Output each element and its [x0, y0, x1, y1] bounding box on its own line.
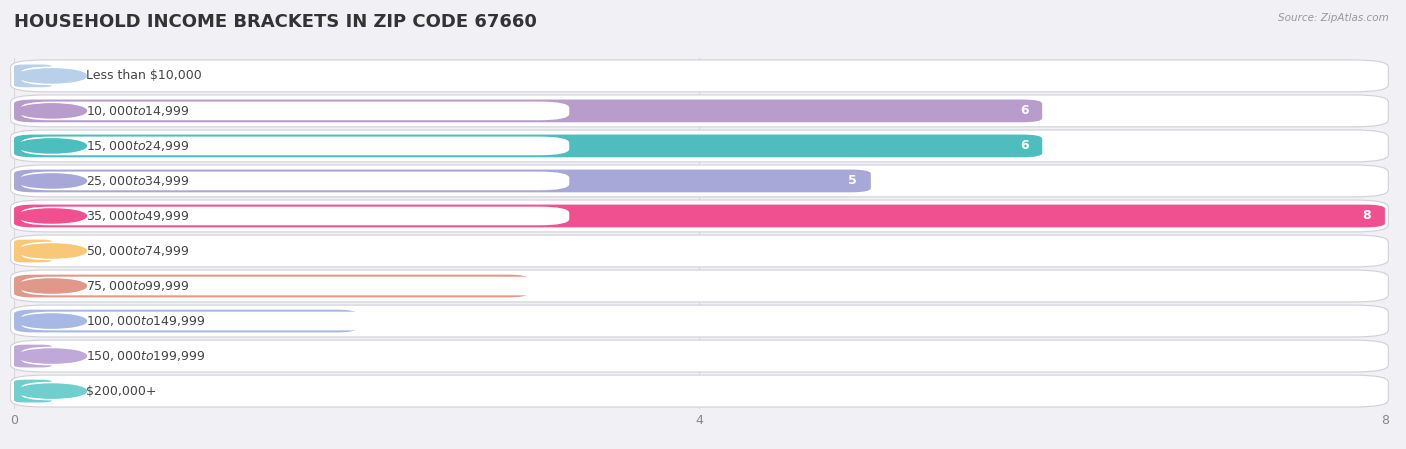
FancyBboxPatch shape	[21, 101, 569, 120]
FancyBboxPatch shape	[14, 275, 529, 297]
Circle shape	[17, 174, 86, 188]
Text: 8: 8	[1362, 210, 1371, 222]
FancyBboxPatch shape	[14, 205, 1385, 227]
Text: 5: 5	[848, 175, 858, 187]
FancyBboxPatch shape	[14, 65, 52, 87]
Circle shape	[17, 349, 86, 363]
FancyBboxPatch shape	[11, 340, 1388, 372]
Text: 0: 0	[72, 245, 80, 257]
Text: HOUSEHOLD INCOME BRACKETS IN ZIP CODE 67660: HOUSEHOLD INCOME BRACKETS IN ZIP CODE 67…	[14, 13, 537, 31]
Text: $100,000 to $149,999: $100,000 to $149,999	[86, 314, 205, 328]
Text: 0: 0	[72, 385, 80, 397]
FancyBboxPatch shape	[11, 60, 1388, 92]
Text: 0: 0	[72, 70, 80, 82]
Circle shape	[17, 244, 86, 258]
Text: $200,000+: $200,000+	[86, 385, 156, 397]
Text: 6: 6	[1019, 140, 1029, 152]
FancyBboxPatch shape	[21, 242, 569, 260]
FancyBboxPatch shape	[11, 235, 1388, 267]
Text: $15,000 to $24,999: $15,000 to $24,999	[86, 139, 190, 153]
Text: $10,000 to $14,999: $10,000 to $14,999	[86, 104, 190, 118]
FancyBboxPatch shape	[14, 380, 52, 402]
Circle shape	[17, 314, 86, 328]
FancyBboxPatch shape	[14, 310, 357, 332]
FancyBboxPatch shape	[14, 345, 52, 367]
FancyBboxPatch shape	[11, 165, 1388, 197]
FancyBboxPatch shape	[21, 66, 569, 85]
FancyBboxPatch shape	[21, 207, 569, 225]
FancyBboxPatch shape	[14, 135, 1042, 157]
FancyBboxPatch shape	[14, 100, 1042, 122]
Text: $35,000 to $49,999: $35,000 to $49,999	[86, 209, 190, 223]
FancyBboxPatch shape	[14, 170, 870, 192]
Text: $150,000 to $199,999: $150,000 to $199,999	[86, 349, 205, 363]
FancyBboxPatch shape	[21, 136, 569, 155]
Text: 2: 2	[335, 315, 343, 327]
FancyBboxPatch shape	[21, 347, 569, 365]
FancyBboxPatch shape	[11, 95, 1388, 127]
FancyBboxPatch shape	[11, 130, 1388, 162]
Circle shape	[17, 139, 86, 153]
Text: 3: 3	[506, 280, 515, 292]
FancyBboxPatch shape	[11, 305, 1388, 337]
Text: 0: 0	[72, 350, 80, 362]
Text: 6: 6	[1019, 105, 1029, 117]
Circle shape	[17, 104, 86, 118]
Circle shape	[17, 384, 86, 398]
Text: $75,000 to $99,999: $75,000 to $99,999	[86, 279, 190, 293]
Text: $50,000 to $74,999: $50,000 to $74,999	[86, 244, 190, 258]
Circle shape	[17, 279, 86, 293]
Text: Less than $10,000: Less than $10,000	[86, 70, 202, 82]
FancyBboxPatch shape	[21, 172, 569, 190]
FancyBboxPatch shape	[14, 240, 52, 262]
FancyBboxPatch shape	[11, 375, 1388, 407]
FancyBboxPatch shape	[21, 277, 569, 295]
Text: $25,000 to $34,999: $25,000 to $34,999	[86, 174, 190, 188]
Circle shape	[17, 69, 86, 83]
FancyBboxPatch shape	[11, 270, 1388, 302]
FancyBboxPatch shape	[21, 312, 569, 330]
Circle shape	[17, 209, 86, 223]
FancyBboxPatch shape	[21, 382, 569, 401]
FancyBboxPatch shape	[11, 200, 1388, 232]
Text: Source: ZipAtlas.com: Source: ZipAtlas.com	[1278, 13, 1389, 23]
